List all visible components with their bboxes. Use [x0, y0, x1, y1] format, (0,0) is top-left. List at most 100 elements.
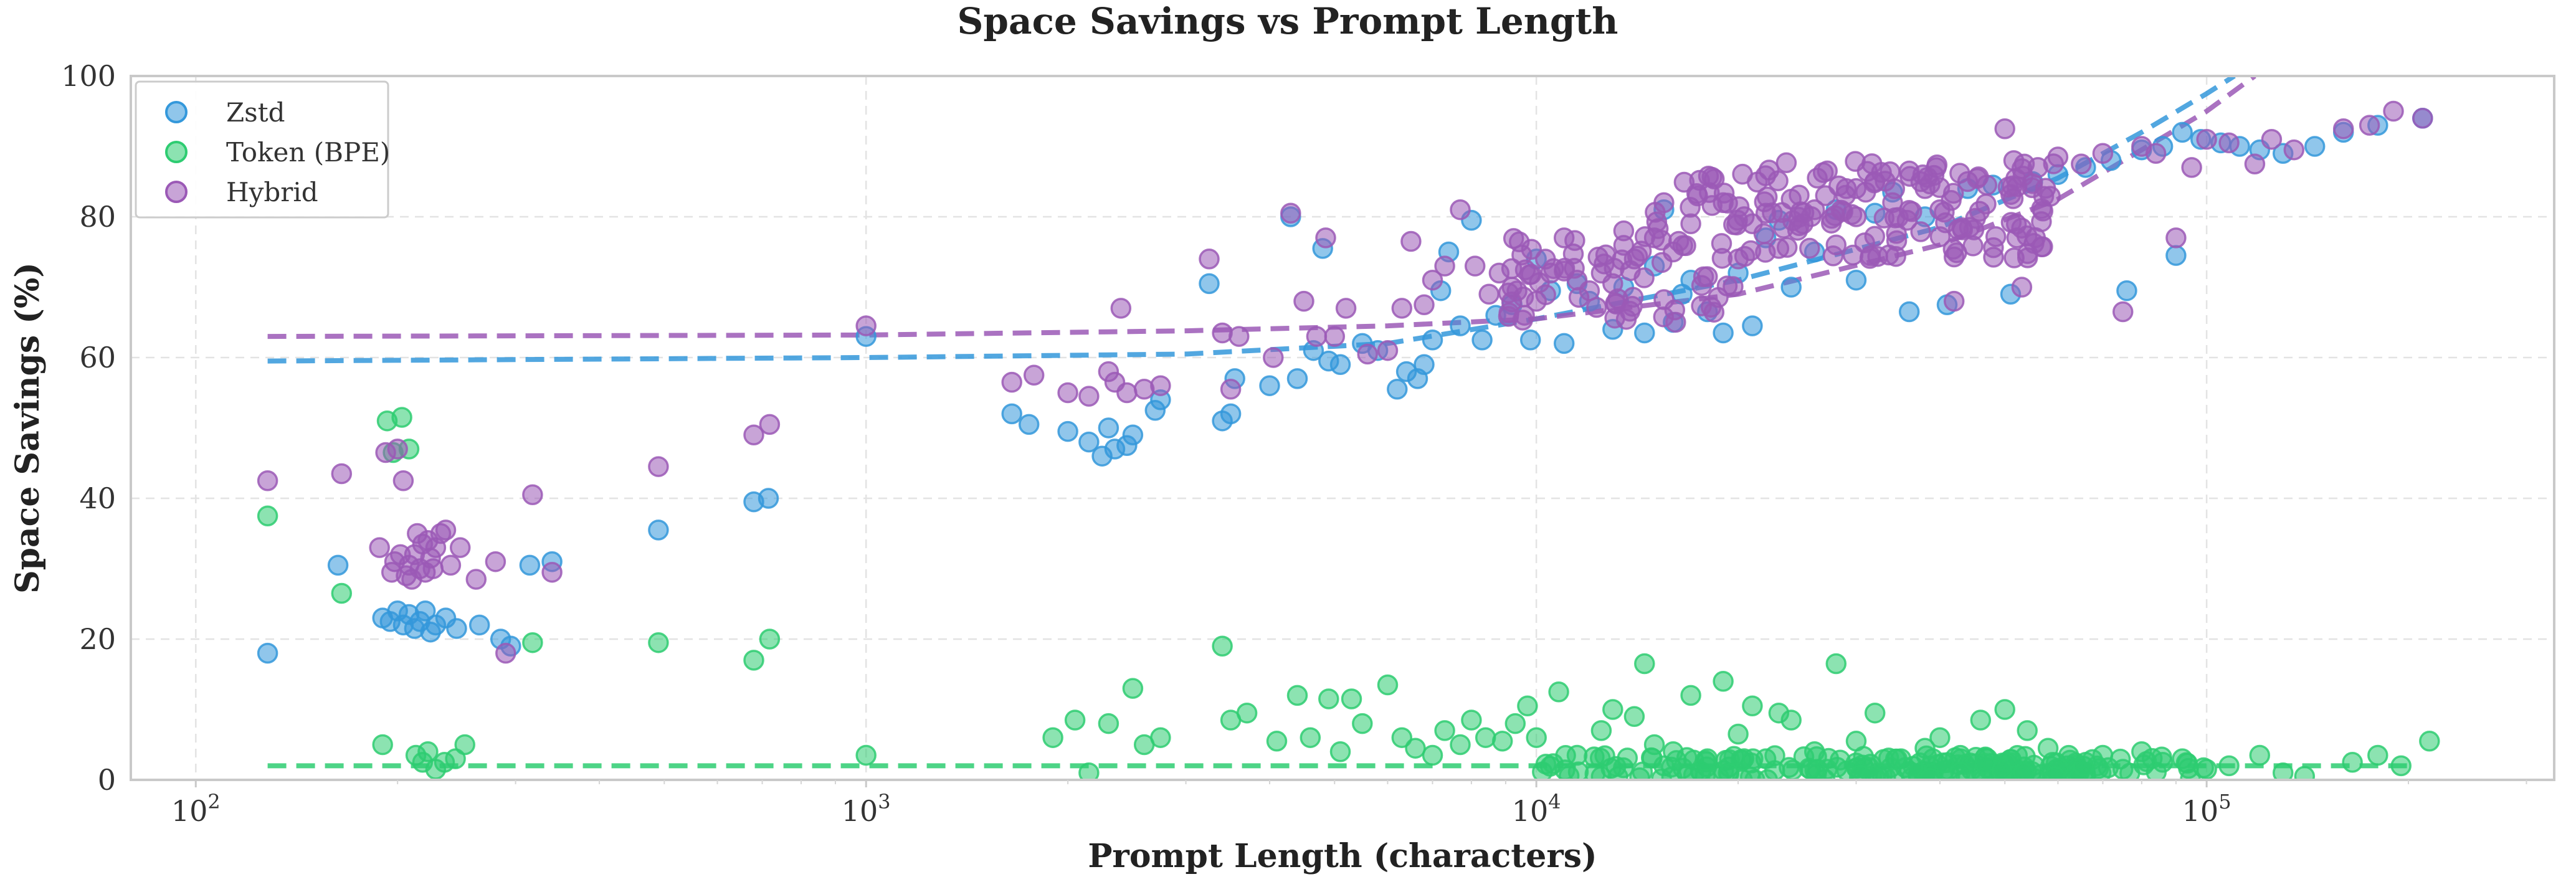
data-point — [1680, 685, 1701, 706]
data-point — [1064, 709, 1086, 731]
data-point — [2181, 157, 2202, 178]
data-point — [1623, 706, 1645, 728]
data-point — [1820, 212, 1842, 234]
x-tick-label: 102 — [171, 790, 221, 828]
data-point — [1543, 258, 1564, 279]
data-point — [417, 741, 439, 762]
data-point — [1775, 152, 1797, 174]
data-point — [1122, 424, 1144, 446]
data-point — [1558, 765, 1580, 780]
data-point — [1078, 431, 1100, 453]
data-point — [495, 642, 516, 664]
data-point — [1726, 214, 1747, 235]
legend-marker-token-bpe — [165, 141, 188, 163]
data-point — [759, 414, 781, 435]
legend-entry-hybrid: Hybrid — [165, 177, 318, 207]
data-point — [1318, 688, 1339, 709]
data-point — [2367, 744, 2388, 766]
data-point — [2000, 212, 2022, 233]
data-point — [2342, 752, 2363, 773]
data-point — [1691, 295, 1712, 316]
axis-ticks: 0 20 40 60 80 100 102 103 104 105 — [61, 59, 2527, 828]
data-point — [1212, 322, 1233, 344]
data-point — [1780, 277, 1802, 298]
trend-lines — [267, 76, 2408, 769]
data-point — [1286, 368, 1308, 389]
x-tick-label: 103 — [842, 790, 891, 828]
data-point — [2304, 136, 2326, 157]
data-point — [1856, 161, 1878, 182]
data-point — [1329, 354, 1351, 376]
data-point — [1391, 727, 1413, 748]
data-point — [1842, 244, 1864, 266]
data-point — [1825, 653, 1847, 675]
data-point — [1001, 371, 1022, 393]
data-point — [257, 470, 278, 491]
data-point — [2119, 762, 2141, 780]
data-point — [1822, 245, 1844, 267]
data-point — [1199, 249, 1220, 270]
legend-box — [135, 80, 389, 219]
data-point — [1683, 764, 1704, 780]
data-point — [454, 734, 475, 756]
data-point — [1387, 379, 1408, 400]
data-point — [1521, 239, 1542, 260]
data-point — [1602, 699, 1623, 720]
data-point — [2013, 762, 2035, 780]
data-point — [1665, 311, 1686, 333]
data-point — [2071, 153, 2092, 175]
data-point — [2244, 153, 2266, 175]
grid — [131, 75, 2554, 781]
legend-marker-hybrid — [165, 181, 188, 203]
data-point — [1553, 333, 1575, 354]
data-point — [2092, 143, 2114, 164]
y-axis-label: Space Savings (%) — [9, 262, 47, 594]
plot-frame — [130, 75, 2555, 781]
data-point — [387, 439, 408, 460]
data-point — [1352, 713, 1373, 734]
data-point — [1867, 245, 1888, 267]
data-point — [1229, 326, 1250, 347]
data-point — [648, 520, 669, 541]
x-axis-label: Prompt Length (characters) — [1088, 837, 1597, 875]
data-point — [2218, 755, 2240, 777]
data-point — [1645, 202, 1666, 223]
data-point — [1950, 762, 1971, 780]
data-point — [1974, 752, 1995, 774]
data-point — [1517, 695, 1538, 717]
data-point — [1594, 253, 1615, 275]
data-point — [1259, 375, 1280, 396]
data-point — [1562, 243, 1584, 265]
data-point — [1946, 242, 1967, 263]
data-point — [522, 484, 543, 506]
legend-label-hybrid: Hybrid — [226, 177, 318, 207]
data-point — [1754, 191, 1775, 212]
data-point — [331, 463, 353, 485]
data-point — [440, 554, 462, 576]
data-point — [485, 551, 506, 572]
data-point — [257, 642, 278, 664]
data-point — [2165, 245, 2187, 266]
data-point — [1324, 326, 1346, 347]
data-point — [1475, 727, 1496, 748]
data-point — [1689, 169, 1710, 191]
y-tick-label: 20 — [79, 622, 116, 656]
data-point — [1212, 635, 1233, 657]
data-point — [1898, 301, 1920, 323]
data-point — [1434, 255, 1455, 277]
data-point — [257, 505, 278, 527]
data-point — [1691, 275, 1713, 296]
y-tick-label: 100 — [61, 59, 116, 93]
data-point — [1422, 269, 1443, 291]
data-point — [1653, 289, 1675, 310]
data-point — [1315, 227, 1336, 249]
data-point — [1798, 757, 1820, 779]
data-point — [2017, 720, 2038, 741]
data-point — [1929, 727, 1951, 748]
data-point — [331, 582, 353, 604]
data-point — [855, 315, 877, 336]
data-point — [1776, 237, 1798, 258]
data-point — [1651, 229, 1672, 251]
data-point — [1400, 230, 1422, 252]
data-point — [2412, 108, 2433, 129]
